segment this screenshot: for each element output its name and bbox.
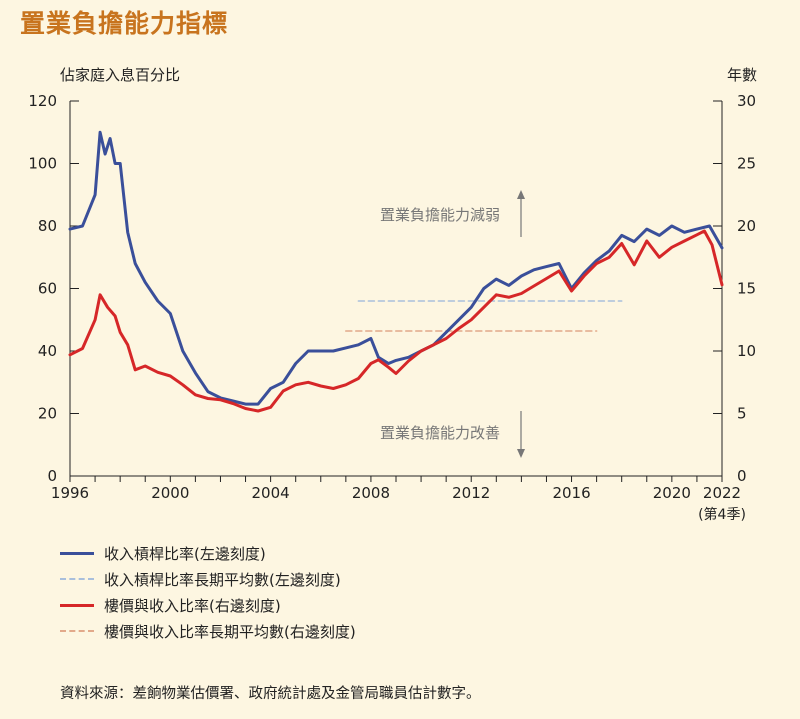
left-tick-label: 60	[38, 280, 57, 298]
x-last-note: (第4季)	[698, 506, 746, 523]
legend-item: 樓價與收入比率(右邊刻度)	[60, 592, 356, 618]
series-price-income	[68, 229, 724, 413]
chart-title: 置業負擔能力指標	[20, 9, 229, 38]
legend-label: 樓價與收入比率(右邊刻度)	[104, 596, 281, 615]
series-income-leverage	[68, 130, 724, 406]
x-tick-label: 2016	[552, 484, 590, 502]
right-tick-label: 30	[737, 92, 756, 110]
right-tick-label: 15	[737, 280, 756, 298]
left-tick-label: 20	[38, 405, 57, 423]
annotation-up-label: 置業負擔能力減弱	[380, 206, 500, 224]
x-tick-label: 2000	[151, 484, 189, 502]
legend-swatch-price-income	[60, 603, 94, 607]
right-tick-label: 10	[737, 342, 756, 360]
right-tick-label: 0	[737, 467, 747, 485]
x-tick-label: 2012	[452, 484, 490, 502]
legend-label: 樓價與收入比率長期平均數(右邊刻度)	[104, 622, 356, 641]
right-axis-label: 年數	[727, 66, 757, 84]
line-chart: 佔家庭入息百分比 年數 0 20 40 60 80 100 120 0 5 10 15 20 25 30 1…	[28, 66, 757, 523]
arrow-up-head-icon	[517, 190, 525, 199]
right-tick-label: 25	[737, 155, 756, 173]
right-tick-label: 5	[737, 405, 747, 423]
left-tick-label: 80	[38, 217, 57, 235]
source-note: 資料來源：差餉物業估價署、政府統計處及金管局職員估計數字。	[60, 686, 481, 702]
x-tick-label: 2004	[252, 484, 290, 502]
legend-item: 樓價與收入比率長期平均數(右邊刻度)	[60, 618, 356, 644]
legend-swatch-income-leverage	[60, 551, 94, 555]
annotation-down-label: 置業負擔能力改善	[380, 424, 500, 442]
legend-item: 收入槓桿比率長期平均數(左邊刻度)	[60, 566, 356, 592]
left-tick-label: 0	[47, 467, 57, 485]
left-tick-label: 120	[28, 92, 57, 110]
legend-label: 收入槓桿比率長期平均數(左邊刻度)	[104, 570, 341, 589]
legend-item: 收入槓桿比率(左邊刻度)	[60, 540, 356, 566]
right-tick-label: 20	[737, 217, 756, 235]
arrow-down-head-icon	[517, 449, 525, 458]
x-tick-label: 2022	[703, 484, 741, 502]
x-tick-label: 1996	[51, 484, 89, 502]
x-tick-label: 2008	[352, 484, 390, 502]
legend: 收入槓桿比率(左邊刻度) 收入槓桿比率長期平均數(左邊刻度) 樓價與收入比率(右…	[60, 540, 356, 644]
left-tick-label: 40	[38, 342, 57, 360]
left-tick-label: 100	[28, 155, 57, 173]
x-tick-label: 2020	[653, 484, 691, 502]
left-axis-label: 佔家庭入息百分比	[60, 66, 180, 84]
legend-label: 收入槓桿比率(左邊刻度)	[104, 544, 266, 563]
legend-swatch-price-income-avg	[60, 630, 94, 632]
legend-swatch-income-leverage-avg	[60, 578, 94, 580]
